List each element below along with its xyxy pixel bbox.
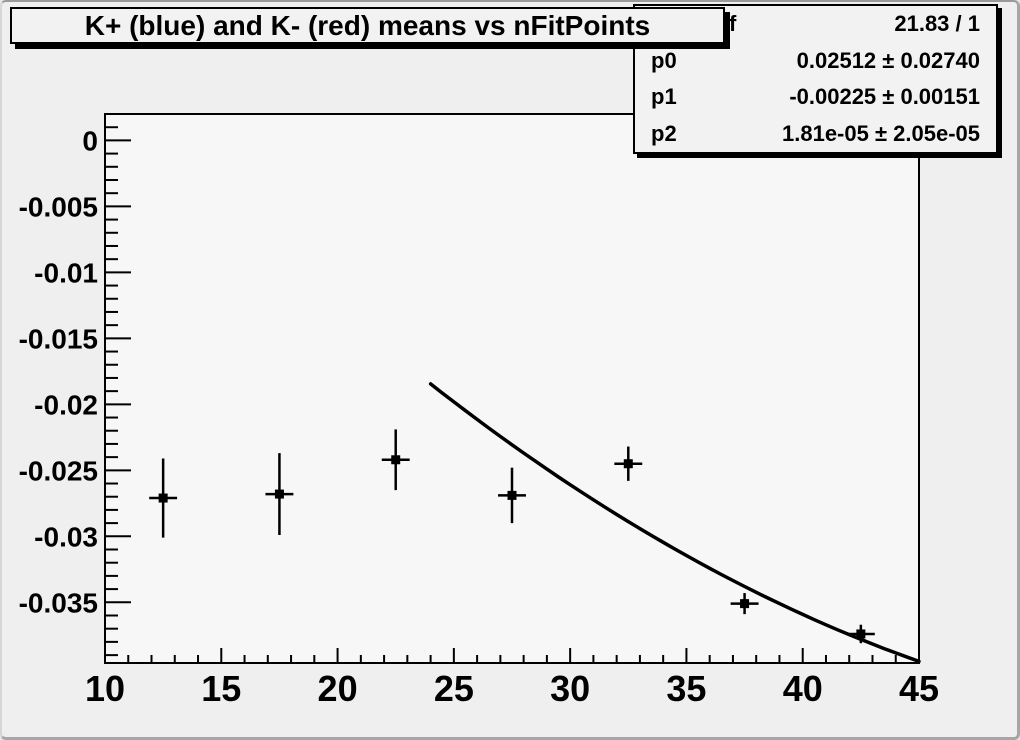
data-point-marker bbox=[507, 490, 517, 500]
x-tick-label: 45 bbox=[899, 668, 939, 709]
stats-param-value: 1.81e-05 ± 2.05e-05 bbox=[782, 120, 980, 146]
stats-box[interactable]: f 21.83 / 1 p0 0.02512 ± 0.02740 p1 -0.0… bbox=[633, 4, 998, 154]
stats-param-value: -0.00225 ± 0.00151 bbox=[789, 84, 980, 110]
data-point-marker bbox=[274, 489, 284, 499]
stats-fit-name: f bbox=[729, 11, 737, 37]
data-point-marker bbox=[623, 459, 633, 469]
x-tick-label: 20 bbox=[318, 668, 358, 709]
x-tick-label: 35 bbox=[666, 668, 706, 709]
fit-curve bbox=[428, 382, 921, 664]
title-box[interactable]: K+ (blue) and K- (red) means vs nFitPoin… bbox=[10, 7, 725, 44]
stats-param-name: p1 bbox=[651, 84, 677, 110]
stats-row: p0 0.02512 ± 0.02740 bbox=[635, 43, 996, 80]
stats-param-name: p2 bbox=[651, 120, 677, 146]
data-point-marker bbox=[391, 455, 401, 465]
x-tick-label: 15 bbox=[201, 668, 241, 709]
y-tick-label: -0.015 bbox=[19, 323, 98, 354]
plot-frame bbox=[104, 113, 920, 664]
stats-param-value: 0.02512 ± 0.02740 bbox=[796, 47, 980, 73]
stats-param-name: p0 bbox=[651, 47, 677, 73]
data-point-marker bbox=[740, 599, 750, 609]
x-tick-label: 40 bbox=[783, 668, 823, 709]
y-tick-label: -0.03 bbox=[34, 521, 98, 552]
data-point-marker bbox=[158, 493, 168, 503]
y-tick-label: -0.02 bbox=[34, 389, 98, 420]
y-tick-label: -0.01 bbox=[34, 257, 98, 288]
stats-chi2-value: 21.83 / 1 bbox=[894, 11, 980, 37]
y-tick-label: 0 bbox=[82, 125, 98, 156]
x-tick-label: 10 bbox=[85, 668, 125, 709]
x-tick-label: 25 bbox=[434, 668, 474, 709]
y-tick-label: -0.005 bbox=[19, 191, 98, 222]
data-point-marker bbox=[856, 629, 866, 639]
y-tick-label: -0.025 bbox=[19, 455, 98, 486]
y-tick-label: -0.035 bbox=[19, 587, 98, 618]
stats-row: p1 -0.00225 ± 0.00151 bbox=[635, 79, 996, 116]
stats-row: p2 1.81e-05 ± 2.05e-05 bbox=[635, 116, 996, 153]
stats-row: f 21.83 / 1 bbox=[635, 6, 996, 43]
x-tick-label: 30 bbox=[550, 668, 590, 709]
page-title: K+ (blue) and K- (red) means vs nFitPoin… bbox=[84, 9, 651, 41]
